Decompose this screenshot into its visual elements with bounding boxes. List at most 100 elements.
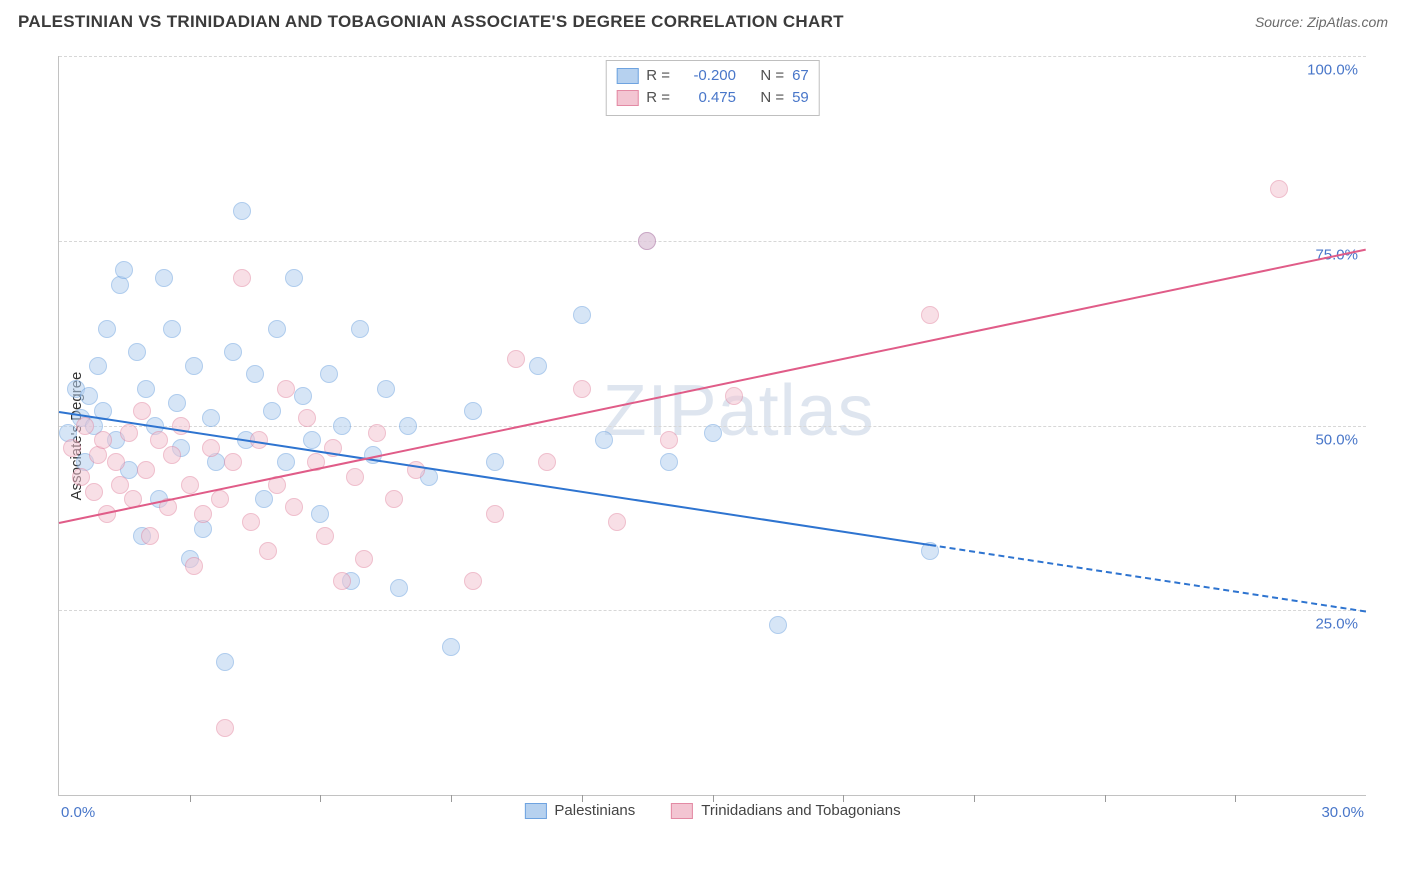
data-point bbox=[399, 417, 417, 435]
data-point bbox=[80, 387, 98, 405]
x-tick bbox=[713, 795, 714, 802]
data-point bbox=[769, 616, 787, 634]
legend-swatch bbox=[671, 803, 693, 819]
data-point bbox=[263, 402, 281, 420]
legend-series-name: Palestinians bbox=[554, 802, 635, 819]
data-point bbox=[216, 653, 234, 671]
grid-line bbox=[59, 56, 1366, 57]
data-point bbox=[573, 380, 591, 398]
data-point bbox=[224, 343, 242, 361]
data-point bbox=[277, 453, 295, 471]
data-point bbox=[76, 417, 94, 435]
data-point bbox=[660, 431, 678, 449]
data-point bbox=[137, 461, 155, 479]
data-point bbox=[133, 402, 151, 420]
data-point bbox=[385, 490, 403, 508]
data-point bbox=[407, 461, 425, 479]
data-point bbox=[202, 439, 220, 457]
x-end-label: 0.0% bbox=[61, 804, 95, 821]
data-point bbox=[202, 409, 220, 427]
data-point bbox=[303, 431, 321, 449]
y-tick-label: 50.0% bbox=[1315, 431, 1358, 448]
stats-legend-row: R =-0.200 N =67 bbox=[616, 65, 809, 87]
data-point bbox=[921, 306, 939, 324]
legend-n-label: N = bbox=[760, 87, 784, 109]
data-point bbox=[486, 505, 504, 523]
data-point bbox=[98, 320, 116, 338]
data-point bbox=[320, 365, 338, 383]
legend-item: Trinidadians and Tobagonians bbox=[671, 802, 900, 819]
legend-series-name: Trinidadians and Tobagonians bbox=[701, 802, 900, 819]
data-point bbox=[150, 431, 168, 449]
data-point bbox=[163, 320, 181, 338]
x-tick bbox=[1235, 795, 1236, 802]
stats-legend-row: R = 0.475 N = 59 bbox=[616, 87, 809, 109]
data-point bbox=[111, 476, 129, 494]
data-point bbox=[120, 424, 138, 442]
data-point bbox=[285, 269, 303, 287]
data-point bbox=[608, 513, 626, 531]
x-tick bbox=[451, 795, 452, 802]
legend-r-value: -0.200 bbox=[678, 65, 736, 87]
legend-r-label: R = bbox=[646, 87, 670, 109]
data-point bbox=[155, 269, 173, 287]
data-point bbox=[211, 490, 229, 508]
data-point bbox=[298, 409, 316, 427]
data-point bbox=[168, 394, 186, 412]
source-label: Source: bbox=[1255, 14, 1303, 30]
data-point bbox=[442, 638, 460, 656]
trend-line bbox=[930, 544, 1366, 612]
y-tick-label: 25.0% bbox=[1315, 616, 1358, 633]
source-value: ZipAtlas.com bbox=[1307, 14, 1388, 30]
data-point bbox=[638, 232, 656, 250]
legend-swatch bbox=[616, 68, 638, 84]
data-point bbox=[194, 505, 212, 523]
source: Source: ZipAtlas.com bbox=[1255, 14, 1388, 30]
data-point bbox=[368, 424, 386, 442]
data-point bbox=[507, 350, 525, 368]
data-point bbox=[725, 387, 743, 405]
x-tick bbox=[582, 795, 583, 802]
data-point bbox=[538, 453, 556, 471]
data-point bbox=[333, 572, 351, 590]
data-point bbox=[233, 202, 251, 220]
data-point bbox=[277, 380, 295, 398]
data-point bbox=[294, 387, 312, 405]
data-point bbox=[351, 320, 369, 338]
data-point bbox=[163, 446, 181, 464]
legend-r-value: 0.475 bbox=[678, 87, 736, 109]
legend-item: Palestinians bbox=[524, 802, 635, 819]
data-point bbox=[185, 357, 203, 375]
data-point bbox=[246, 365, 264, 383]
data-point bbox=[464, 572, 482, 590]
watermark: ZIPatlas bbox=[603, 370, 875, 452]
stats-legend: R =-0.200 N =67R =0.475 N =59 bbox=[605, 60, 820, 116]
data-point bbox=[181, 476, 199, 494]
legend-swatch bbox=[524, 803, 546, 819]
grid-line bbox=[59, 241, 1366, 242]
data-point bbox=[89, 357, 107, 375]
legend-n-label: N = bbox=[760, 65, 784, 87]
chart-container: Associate's Degree ZIPatlas R =-0.200 N … bbox=[38, 56, 1366, 816]
data-point bbox=[137, 380, 155, 398]
data-point bbox=[255, 490, 273, 508]
data-point bbox=[316, 527, 334, 545]
x-end-label: 30.0% bbox=[1321, 804, 1364, 821]
x-tick bbox=[974, 795, 975, 802]
x-tick bbox=[843, 795, 844, 802]
data-point bbox=[595, 431, 613, 449]
data-point bbox=[141, 527, 159, 545]
x-tick bbox=[320, 795, 321, 802]
data-point bbox=[107, 453, 125, 471]
data-point bbox=[285, 498, 303, 516]
legend-n-value: 59 bbox=[792, 87, 809, 109]
legend-swatch bbox=[616, 90, 638, 106]
data-point bbox=[346, 468, 364, 486]
legend-r-label: R = bbox=[646, 65, 670, 87]
data-point bbox=[242, 513, 260, 531]
data-point bbox=[128, 343, 146, 361]
data-point bbox=[115, 261, 133, 279]
data-point bbox=[216, 719, 234, 737]
data-point bbox=[377, 380, 395, 398]
data-point bbox=[224, 453, 242, 471]
